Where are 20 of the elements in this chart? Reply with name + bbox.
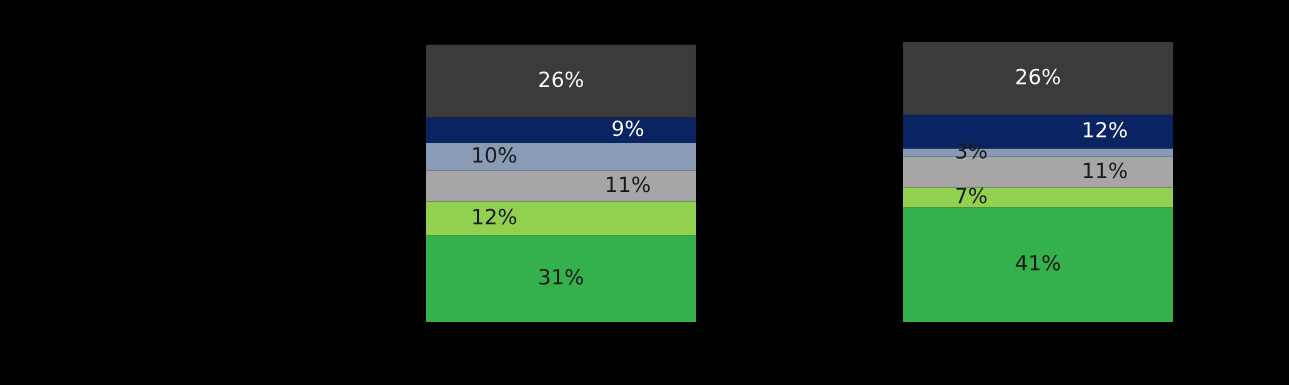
data-label: 41% [1015,254,1060,271]
bar [426,44,696,118]
bar [903,207,1173,322]
bar [903,42,1173,115]
data-label: 26% [1016,68,1060,85]
data-label: 12% [1083,121,1127,138]
bar [426,117,696,143]
data-label: 31% [539,268,583,285]
data-label: 11% [1083,162,1127,179]
data-label: 9% [612,120,644,137]
bar [903,187,1173,208]
data-label: 10% [473,147,517,163]
data-label: 7% [956,187,987,204]
data-label: 26% [539,71,583,88]
bar [426,170,696,202]
data-label: 11% [606,176,650,193]
data-label: 12% [473,208,517,225]
bar [426,201,696,236]
bar [426,142,696,171]
bar [426,235,696,322]
